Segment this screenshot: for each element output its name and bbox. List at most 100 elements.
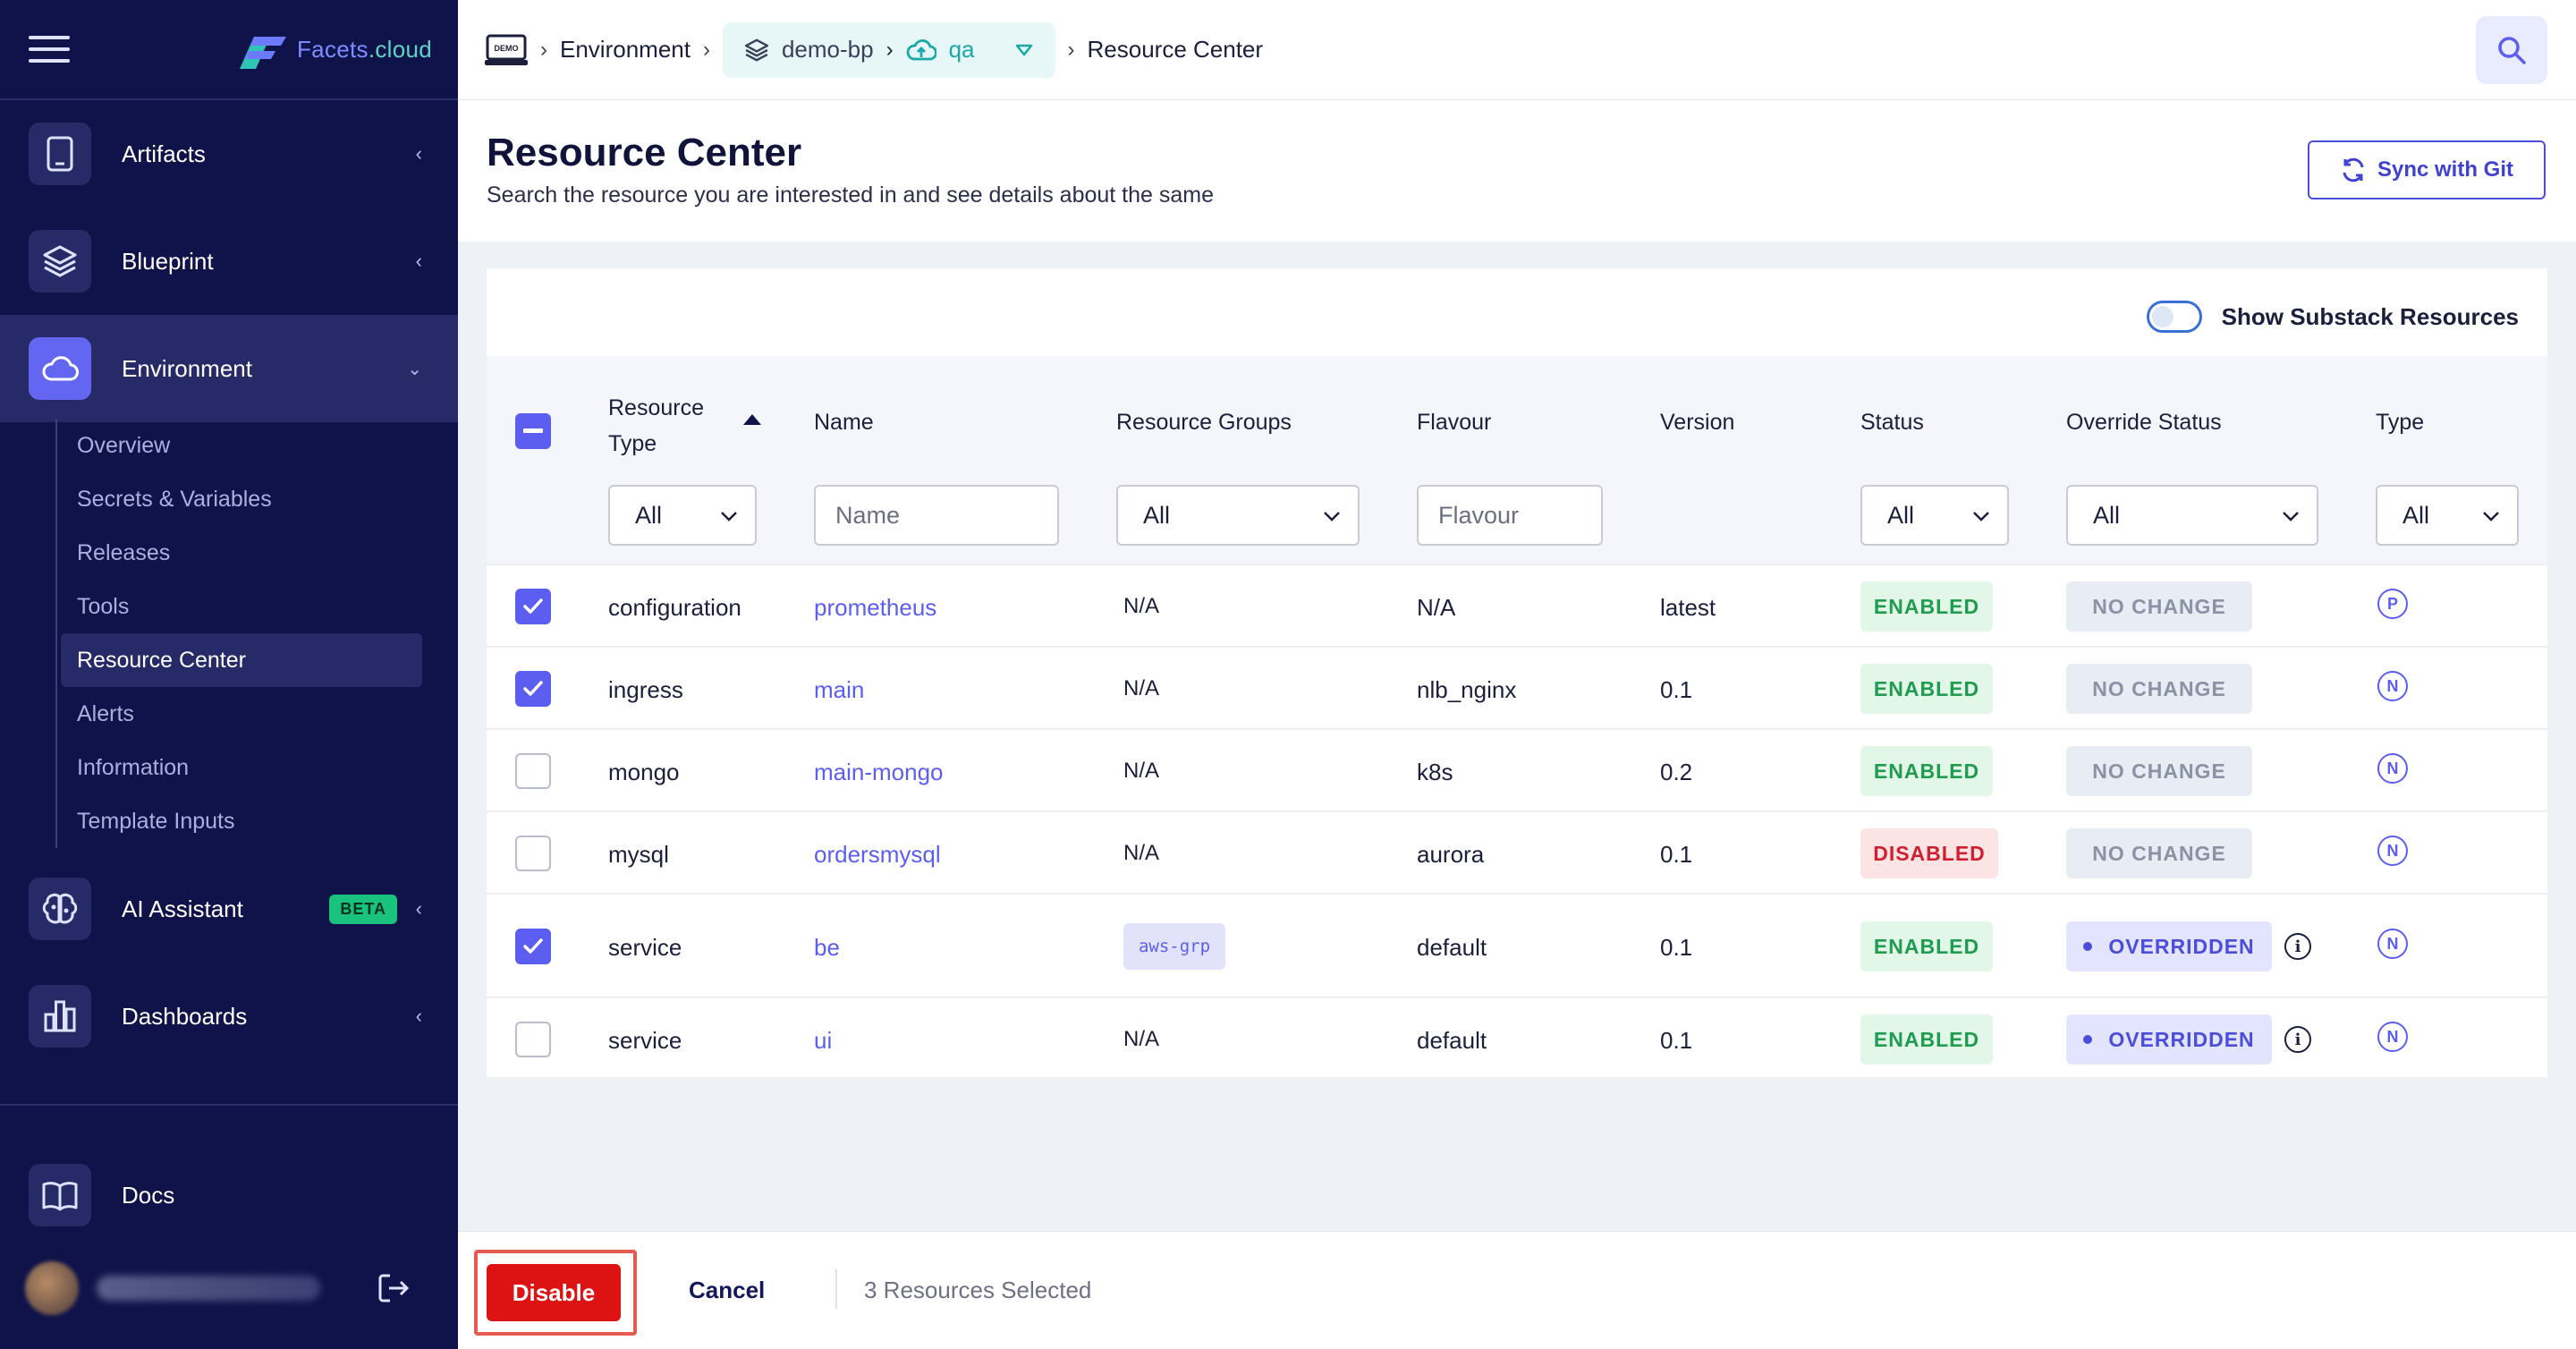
logout-icon[interactable] — [376, 1270, 411, 1306]
sidebar-item-docs[interactable]: Docs — [0, 1141, 458, 1249]
cloud-upload-icon — [906, 38, 936, 60]
project-env-selector[interactable]: demo-bp › qa — [722, 21, 1055, 78]
column-header-version[interactable]: Version — [1660, 410, 1735, 435]
hamburger-menu-icon[interactable] — [29, 36, 70, 63]
table-row[interactable]: service ui N/A default 0.1 ENABLED OVERRIDDEN i… — [487, 997, 2547, 1079]
cloud-icon — [29, 337, 91, 400]
search-button[interactable] — [2476, 16, 2547, 84]
column-header-resource-groups[interactable]: Resource Groups — [1116, 410, 1292, 435]
subnav-item-information[interactable]: Information — [77, 754, 190, 780]
cell-resource-type: service — [608, 934, 682, 961]
cell-name-link[interactable]: main — [814, 676, 865, 703]
status-filter[interactable]: All — [1860, 485, 2009, 546]
table-row[interactable]: mongo main-mongo N/A k8s 0.2 ENABLED NO CHANGE… — [487, 728, 2547, 810]
row-checkbox[interactable] — [515, 1022, 551, 1057]
tablet-icon — [29, 123, 91, 185]
sidebar-item-label: Blueprint — [122, 247, 214, 275]
cell-resource-type: mysql — [608, 841, 669, 868]
cell-resource-type: configuration — [608, 594, 741, 621]
row-checkbox[interactable] — [515, 929, 551, 964]
subnav-item-resource-center[interactable]: Resource Center — [61, 633, 422, 687]
cell-version: 0.1 — [1660, 841, 1693, 868]
flavour-filter-input[interactable]: Flavour — [1417, 485, 1603, 546]
status-badge: ENABLED — [1860, 1014, 1993, 1065]
show-substack-toggle[interactable] — [2146, 301, 2202, 333]
cell-resource-groups: N/A — [1123, 1027, 1160, 1051]
sidebar-header: Facets.cloud — [0, 0, 458, 100]
sidebar-item-blueprint[interactable]: Blueprint ‹ — [0, 208, 458, 315]
dot-icon — [2083, 942, 2093, 951]
type-n-icon: N — [2377, 929, 2408, 959]
name-filter-input[interactable]: Name — [814, 485, 1059, 546]
type-n-icon: N — [2377, 753, 2408, 784]
column-header-override-status[interactable]: Override Status — [2066, 410, 2222, 435]
subnav-item-alerts[interactable]: Alerts — [77, 700, 134, 726]
subnav-item-template-inputs[interactable]: Template Inputs — [77, 808, 235, 834]
row-checkbox[interactable] — [515, 753, 551, 789]
page-header: Resource Center Search the resource you … — [458, 100, 2576, 242]
sync-icon — [2343, 157, 2364, 182]
override-status-filter[interactable]: All — [2066, 485, 2318, 546]
show-substack-toggle-row: Show Substack Resources — [2146, 301, 2519, 333]
column-header-type[interactable]: Type — [2376, 410, 2425, 435]
cell-flavour: k8s — [1417, 759, 1453, 785]
override-status-badge: OVERRIDDEN — [2066, 1014, 2272, 1065]
sidebar-item-label: Docs — [122, 1181, 175, 1209]
facets-logo[interactable]: Facets.cloud — [231, 30, 432, 69]
row-checkbox[interactable] — [515, 671, 551, 707]
table-row[interactable]: configuration prometheus N/A N/A latest ENABL… — [487, 564, 2547, 646]
status-badge: ENABLED — [1860, 746, 1993, 796]
subnav-item-tools[interactable]: Tools — [77, 593, 130, 619]
sidebar-item-ai-assistant[interactable]: AI Assistant BETA ‹ — [0, 855, 458, 963]
selection-action-bar: Disable Cancel 3 Resources Selected — [458, 1231, 2576, 1349]
sync-with-git-button[interactable]: Sync with Git — [2308, 140, 2546, 199]
override-status-badge: NO CHANGE — [2066, 746, 2252, 796]
cancel-button[interactable]: Cancel — [689, 1277, 766, 1303]
demo-environment-icon: DEMO — [485, 34, 528, 65]
row-checkbox[interactable] — [515, 589, 551, 624]
cell-name-link[interactable]: ordersmysql — [814, 841, 941, 868]
bar-chart-icon — [29, 985, 91, 1048]
cell-resource-groups: N/A — [1123, 759, 1160, 783]
column-header-flavour[interactable]: Flavour — [1417, 410, 1492, 435]
cell-resource-type: service — [608, 1027, 682, 1054]
user-profile[interactable] — [25, 1261, 320, 1315]
resource-group-chip[interactable]: aws-grp — [1123, 923, 1225, 970]
info-icon[interactable]: i — [2284, 933, 2311, 960]
type-filter[interactable]: All — [2376, 485, 2519, 546]
column-header-name[interactable]: Name — [814, 410, 874, 435]
table-row[interactable]: mysql ordersmysql N/A aurora 0.1 DISABLED NO C… — [487, 810, 2547, 893]
cell-flavour: aurora — [1417, 841, 1485, 868]
resource-type-filter[interactable]: All — [608, 485, 757, 546]
cell-name-link[interactable]: be — [814, 934, 840, 961]
sidebar-item-environment[interactable]: Environment ⌄ — [0, 315, 458, 422]
cell-name-link[interactable]: prometheus — [814, 594, 937, 621]
selected-count-text: 3 Resources Selected — [864, 1277, 1092, 1303]
cell-name-link[interactable]: main-mongo — [814, 759, 944, 785]
chevron-right-icon: › — [886, 37, 894, 62]
status-badge: ENABLED — [1860, 664, 1993, 714]
subnav-item-releases[interactable]: Releases — [77, 539, 171, 565]
chevron-down-icon — [721, 512, 737, 522]
sidebar-item-artifacts[interactable]: Artifacts ‹ — [0, 100, 458, 208]
subnav-item-overview[interactable]: Overview — [77, 432, 171, 458]
resource-groups-filter[interactable]: All — [1116, 485, 1360, 546]
brain-icon — [29, 878, 91, 940]
breadcrumb-environment[interactable]: Environment — [560, 36, 691, 63]
column-header-resource-type[interactable]: Resource Type — [608, 395, 704, 456]
sidebar-item-dashboards[interactable]: Dashboards ‹ — [0, 963, 458, 1070]
disable-button[interactable]: Disable — [487, 1264, 621, 1321]
sidebar: Facets.cloud Artifacts ‹ Blueprint ‹ Env… — [0, 0, 458, 1349]
override-status-badge: NO CHANGE — [2066, 581, 2252, 632]
sort-asc-icon[interactable] — [742, 413, 762, 426]
select-all-checkbox[interactable] — [515, 413, 551, 449]
type-p-icon: P — [2377, 589, 2408, 619]
row-checkbox[interactable] — [515, 836, 551, 871]
subnav-item-secrets-variables[interactable]: Secrets & Variables — [77, 486, 272, 512]
info-icon[interactable]: i — [2284, 1026, 2311, 1053]
column-header-status[interactable]: Status — [1860, 410, 1924, 435]
table-row[interactable]: service be aws-grp default 0.1 ENABLED OVERRID… — [487, 893, 2547, 997]
type-filter-value: All — [2402, 501, 2430, 529]
cell-name-link[interactable]: ui — [814, 1027, 833, 1054]
table-row[interactable]: ingress main N/A nlb_nginx 0.1 ENABLED NO CHAN… — [487, 646, 2547, 728]
